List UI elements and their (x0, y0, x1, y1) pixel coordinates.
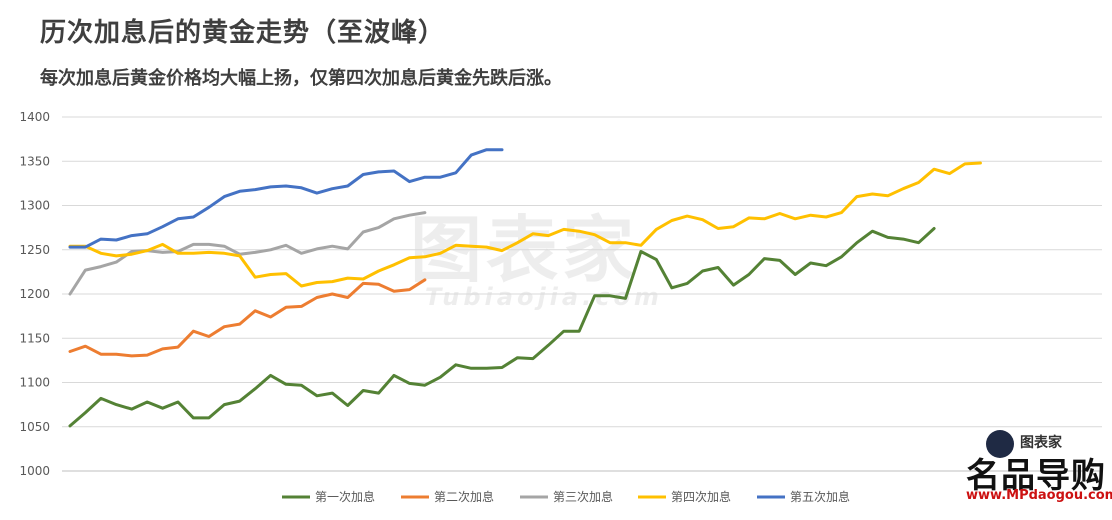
legend-label: 第五次加息 (790, 489, 850, 504)
y-tick-label: 1300 (19, 199, 50, 213)
logo-name: 名品导购 (966, 456, 1106, 496)
chart-title: 历次加息后的黄金走势（至波峰） (40, 18, 446, 48)
y-tick-label: 1250 (19, 243, 50, 257)
y-axis-ticks: 1000 1050 1100 1150 1200 1250 1300 1350 1400 (19, 110, 50, 478)
series-line-4 (68, 161, 982, 288)
logo-badge-icon (986, 430, 1014, 458)
series-line-3 (68, 211, 427, 296)
legend-label: 第二次加息 (434, 489, 494, 504)
legend-label: 第三次加息 (553, 489, 613, 504)
mpdaogou-logo: 图表家 名品导购 www.MPdaogou.com (966, 428, 1112, 518)
legend-label: 第一次加息 (315, 489, 375, 504)
logo-small-text: 图表家 (1020, 435, 1062, 451)
gridlines (62, 116, 1102, 472)
y-tick-label: 1200 (19, 287, 50, 301)
chart-subtitle: 每次加息后黄金价格均大幅上扬，仅第四次加息后黄金先跌后涨。 (40, 68, 562, 89)
logo-url: www.MPdaogou.com (966, 488, 1112, 503)
series-line-5 (68, 148, 504, 249)
y-tick-label: 1000 (19, 464, 50, 478)
y-tick-label: 1400 (19, 110, 50, 124)
y-tick-label: 1350 (19, 154, 50, 168)
series-lines (68, 148, 982, 428)
y-tick-label: 1150 (19, 331, 50, 345)
watermark: 图表家 Tubiaojia.com (410, 208, 659, 311)
series-line-1 (68, 227, 936, 428)
legend-label: 第四次加息 (671, 489, 731, 504)
legend: 第一次加息 第二次加息 第三次加息 第四次加息 第五次加息 (282, 489, 850, 504)
y-tick-label: 1050 (19, 420, 50, 434)
y-tick-label: 1100 (19, 376, 50, 390)
series-line-2 (68, 278, 427, 358)
